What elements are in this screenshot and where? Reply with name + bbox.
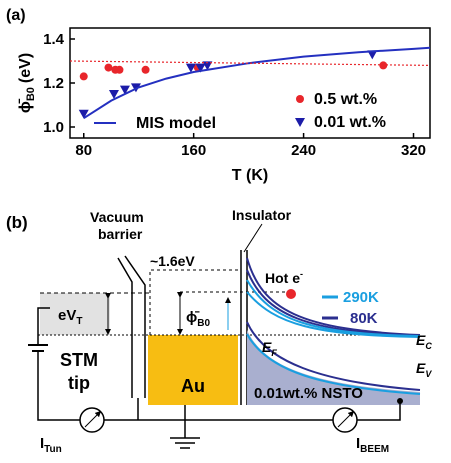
y-tick-label: 1.2 (43, 75, 64, 92)
point (104, 64, 112, 72)
x-tick-label: 240 (291, 142, 316, 159)
legend-marker (295, 118, 305, 127)
evt-sub: T (76, 316, 82, 327)
contact (397, 398, 403, 404)
curve (70, 61, 430, 65)
pointer (244, 224, 262, 252)
legend-label: 80K (350, 310, 378, 327)
panel-label: (b) (6, 213, 28, 232)
barrier-height: ~1.6eV (150, 253, 195, 269)
ibeem-sub: BEEM (360, 444, 389, 455)
nsto-label: 0.01wt.% NSTO (254, 385, 363, 402)
legend-marker (296, 95, 304, 103)
itun-label: ITun (40, 435, 62, 455)
tip-label: tip (68, 373, 90, 393)
point (80, 72, 88, 80)
y-axis-label: ϕ̄B0(eV) (17, 53, 37, 113)
x-tick-label: 320 (401, 142, 426, 159)
itun-sub: Tun (44, 444, 62, 455)
ec-sub: C (425, 341, 432, 351)
vacuum-label: Vacuum (90, 209, 144, 225)
tip-label: STM (60, 350, 98, 370)
y-tick-label: 1.4 (43, 31, 65, 48)
evt: eV (58, 307, 76, 324)
point (142, 66, 150, 74)
y-label-sub: B0 (25, 87, 37, 101)
diagram: (b) Vacuum barrier Insulator eVT Au ~1.6… (6, 207, 432, 455)
battery-gap (36, 346, 40, 350)
hot-electron (286, 289, 296, 299)
phi-sub: B0 (197, 318, 210, 329)
ibeem-label: IBEEM (356, 435, 389, 455)
figure: (a) ϕ̄B0 (eV) T (K) 1.0 1.2 1.4 80 160 240 320 0… (0, 0, 451, 463)
panel-label: (a) (6, 7, 26, 24)
y-label-unit: (eV) (17, 53, 34, 83)
legend-label: MIS model (136, 115, 216, 132)
point (115, 66, 123, 74)
legend-label: 0.01 wt.% (314, 114, 386, 131)
hot: Hot e (265, 270, 300, 286)
ev-label: EV (416, 360, 432, 379)
barrier (125, 256, 145, 398)
hot-label: Hot e- (265, 269, 303, 286)
hot-sup: - (300, 269, 303, 279)
legend-label: 290K (343, 289, 379, 306)
ef-sub: F (271, 348, 277, 358)
y-tick-label: 1.0 (43, 119, 64, 136)
phi-label: ϕ̄B0 (186, 309, 210, 329)
vacuum-label: barrier (98, 226, 143, 242)
insulator-label: Insulator (232, 207, 292, 223)
au-label: Au (181, 376, 205, 396)
legend-label: 0.5 wt.% (314, 91, 377, 108)
curve (84, 48, 430, 118)
x-tick-label: 160 (181, 142, 206, 159)
ev-sub: V (425, 369, 432, 379)
barrier (118, 258, 132, 398)
plot: 1.0 1.2 1.4 80 160 240 320 0.5 wt.% 0.01 wt.% MIS… (43, 28, 430, 159)
x-axis-label: T (K) (232, 167, 268, 184)
x-tick-label: 80 (75, 142, 92, 159)
ec-label: EC (416, 332, 432, 351)
